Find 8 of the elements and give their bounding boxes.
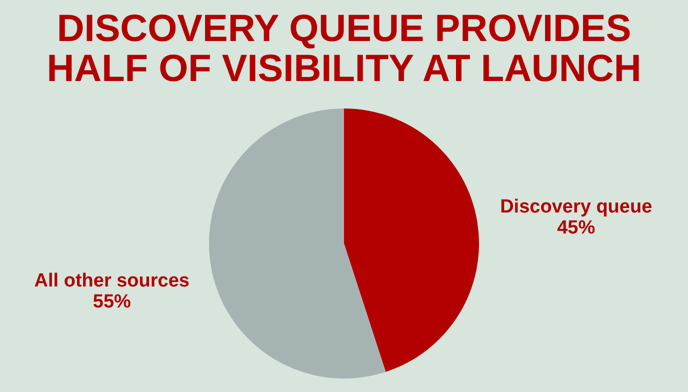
data-label: 55%: [92, 291, 132, 312]
text: DISCOVERY QUEUE PROVIDES: [56, 8, 632, 50]
slice-label: Discovery queue: [500, 196, 652, 218]
slice-label: All other sources: [34, 270, 190, 292]
pie-slice: [209, 108, 386, 378]
data-label: 45%: [557, 218, 596, 239]
pie-slice: [344, 108, 479, 372]
text: HALF OF VISIBILITY AT LAUNCH: [46, 48, 642, 90]
